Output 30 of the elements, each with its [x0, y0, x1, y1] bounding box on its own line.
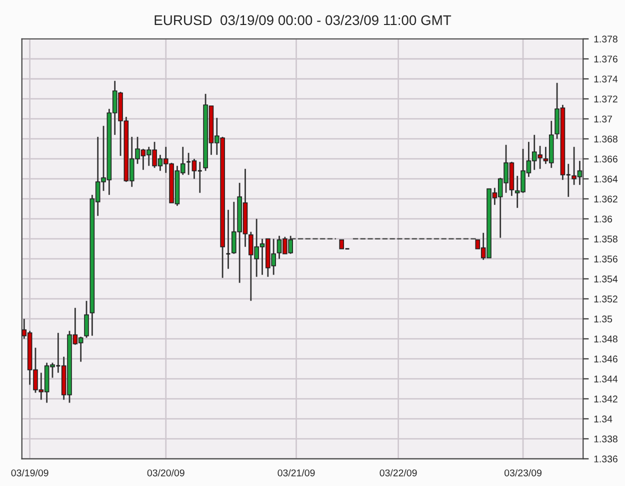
chart-title: EURUSD 03/19/09 00:00 - 03/23/09 11:00 GMT [154, 14, 452, 26]
y-tick-label: 1.376 [594, 56, 618, 62]
y-tick-label: 1.352 [594, 296, 618, 302]
x-tick-label: 03/20/09 [147, 469, 184, 476]
x-tick-label: 03/22/09 [380, 469, 417, 476]
y-tick-label: 1.356 [594, 256, 618, 262]
y-tick-label: 1.364 [594, 176, 618, 182]
x-tick-label: 03/19/09 [11, 469, 48, 476]
y-tick-label: 1.36 [594, 216, 612, 222]
y-tick-label: 1.374 [594, 76, 618, 82]
y-tick-label: 1.344 [594, 376, 618, 382]
y-tick-label: 1.34 [594, 416, 612, 422]
y-tick-label: 1.368 [594, 136, 618, 142]
y-tick-label: 1.358 [594, 236, 618, 242]
y-tick-label: 1.362 [594, 196, 618, 202]
y-tick-label: 1.35 [594, 316, 612, 322]
x-tick-label: 03/21/09 [278, 469, 315, 476]
y-tick-label: 1.336 [594, 456, 618, 462]
y-tick-label: 1.348 [594, 336, 618, 342]
y-tick-label: 1.342 [594, 396, 618, 402]
y-tick-label: 1.338 [594, 436, 618, 442]
x-tick-label: 03/23/09 [504, 469, 542, 476]
y-tick-label: 1.37 [594, 116, 612, 122]
y-tick-label: 1.354 [594, 276, 618, 282]
y-tick-label: 1.378 [594, 36, 618, 42]
y-tick-label: 1.366 [594, 156, 618, 162]
y-tick-label: 1.372 [594, 96, 618, 102]
candlestick [226, 209, 231, 270]
y-tick-label: 1.346 [594, 356, 618, 362]
candlestick [84, 300, 89, 339]
